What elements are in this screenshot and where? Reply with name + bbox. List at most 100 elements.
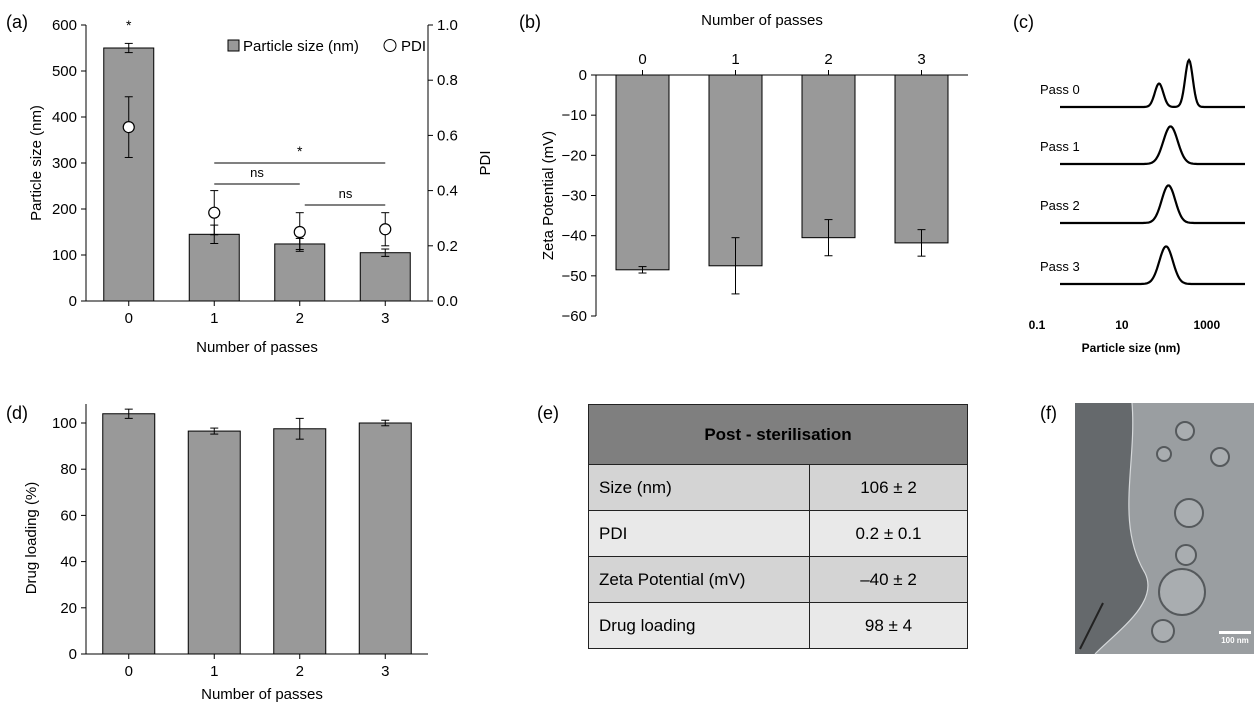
y2-tick-label: 0.8 [437, 72, 458, 89]
panel-label-a: (a) [6, 12, 28, 32]
significance-ns: ns [339, 186, 353, 201]
bar-drug-loading [102, 413, 156, 655]
table-row: Size (nm) 106 ± 2 [588, 464, 968, 511]
y-tick-label: 600 [52, 17, 77, 34]
x-tick-label: 1 [731, 51, 739, 68]
vesicle [1210, 447, 1230, 467]
micrograph-image: 100 nm [1075, 402, 1254, 655]
x-tick-label: 2 [296, 663, 304, 680]
bar-drug-loading [273, 428, 327, 655]
significance-star: * [297, 143, 303, 159]
bar-particle-size [188, 233, 240, 302]
bar-zeta-potential [708, 74, 763, 267]
size-distribution-curve [1060, 125, 1245, 166]
table-row: Zeta Potential (mV) –40 ± 2 [588, 556, 968, 603]
table-row: Drug loading 98 ± 4 [588, 602, 968, 649]
x-tick-label: 3 [381, 663, 389, 680]
vesicle [1175, 544, 1197, 566]
y-tick-label: −40 [562, 228, 587, 245]
y-tick-label: −50 [562, 268, 587, 285]
row-label: Size (nm) [588, 464, 810, 511]
film-crack [1079, 602, 1104, 650]
chart-d: 0 20 40 60 80 100 0 1 2 3 Number of passes Drug loa… [23, 404, 428, 703]
scale-bar [1219, 631, 1251, 634]
bar-drug-loading [358, 422, 412, 655]
bar-particle-size [274, 243, 326, 302]
y-axis-label: Particle size (nm) [28, 105, 45, 221]
bar-drug-loading [187, 430, 241, 655]
size-distribution-curve [1060, 184, 1245, 225]
bar-particle-size [103, 47, 155, 302]
panel-label-b: (b) [519, 12, 541, 32]
x-axis-label: Number of passes [196, 339, 318, 356]
legend-swatch-bar [227, 39, 240, 52]
film-edge [1094, 402, 1149, 655]
row-label: Zeta Potential (mV) [588, 556, 810, 603]
y-axis-label: Zeta Potential (mV) [540, 131, 557, 260]
x-tick-label: 2 [824, 51, 832, 68]
y-tick-label: 40 [60, 554, 77, 571]
legend-swatch-pdi [383, 39, 397, 52]
table-row: PDI 0.2 ± 0.1 [588, 510, 968, 557]
y2-tick-label: 0.0 [437, 293, 458, 310]
y-tick-label: 100 [52, 247, 77, 264]
legend-label-pdi: PDI [401, 38, 426, 55]
y-tick-label: −10 [562, 107, 587, 124]
vesicle [1175, 421, 1195, 441]
chart-c: Pass 0 Pass 1 Pass 2 Pass 3 0.1 10 1000 Particl… [1029, 57, 1245, 355]
y-tick-label: −60 [562, 308, 587, 325]
x-axis-label: Number of passes [701, 12, 823, 29]
y-tick-label: 200 [52, 201, 77, 218]
y-axis-label: Drug loading (%) [23, 482, 40, 595]
pdi-point [379, 223, 392, 236]
row-value: 0.2 ± 0.1 [809, 510, 968, 557]
curve-label: Pass 3 [1040, 259, 1080, 274]
curve-label: Pass 2 [1040, 198, 1080, 213]
panel-label-d: (d) [6, 403, 28, 423]
x-tick-label: 2 [296, 310, 304, 327]
x-tick-label: 1 [210, 310, 218, 327]
x-tick-label: 3 [381, 310, 389, 327]
y2-axis-label: PDI [477, 150, 494, 175]
vesicle [1174, 498, 1204, 528]
vesicle [1151, 619, 1175, 643]
y-tick-label: 0 [579, 67, 587, 84]
row-label: Drug loading [588, 602, 810, 649]
y-tick-label: −20 [562, 147, 587, 164]
pdi-point [122, 121, 135, 134]
table-header: Post - sterilisation [588, 404, 968, 465]
bar-zeta-potential [801, 74, 856, 239]
y-tick-label: 500 [52, 63, 77, 80]
y2-tick-label: 0.4 [437, 183, 458, 200]
y-tick-label: 80 [60, 461, 77, 478]
chart-b: 0 −10 −20 −30 −40 −50 −60 0 1 2 3 Number of passes Z… [540, 12, 968, 325]
significance-ns: ns [250, 165, 264, 180]
panel-label-c: (c) [1013, 12, 1034, 32]
pdi-point [293, 225, 306, 239]
panel-label-e: (e) [537, 403, 559, 423]
y-tick-label: −30 [562, 188, 587, 205]
x-axis-label: Particle size (nm) [1082, 341, 1181, 355]
x-tick-label: 0 [125, 310, 133, 327]
row-value: –40 ± 2 [809, 556, 968, 603]
y-tick-label: 0 [69, 646, 77, 663]
x-tick-label: 0.1 [1029, 318, 1046, 332]
y-tick-label: 400 [52, 109, 77, 126]
curve-label: Pass 0 [1040, 82, 1080, 97]
x-axis-label: Number of passes [201, 686, 323, 703]
bar-zeta-potential [615, 74, 670, 271]
size-distribution-curve [1060, 57, 1245, 109]
x-tick-label: 3 [917, 51, 925, 68]
significance-star: * [126, 17, 132, 33]
size-distribution-curve [1060, 245, 1245, 286]
x-tick-label: 0 [125, 663, 133, 680]
y2-tick-label: 0.6 [437, 127, 458, 144]
vesicle [1158, 568, 1206, 616]
row-value: 106 ± 2 [809, 464, 968, 511]
carbon-film-region [1075, 403, 1149, 654]
y2-tick-label: 1.0 [437, 17, 458, 34]
vesicle [1156, 446, 1172, 462]
x-tick-label: 10 [1115, 318, 1129, 332]
row-value: 98 ± 4 [809, 602, 968, 649]
